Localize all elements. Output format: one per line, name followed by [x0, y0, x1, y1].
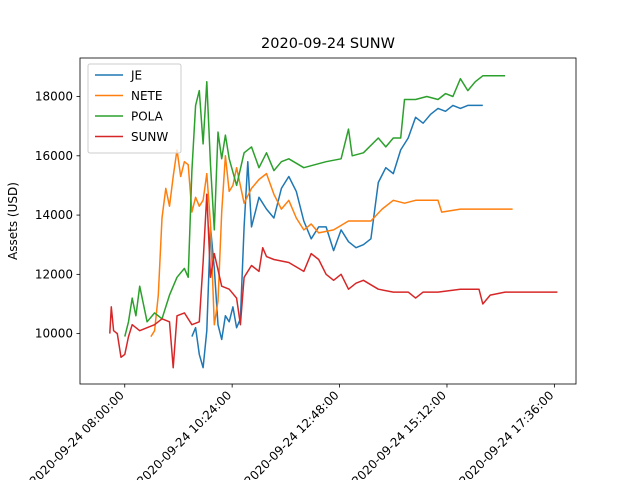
plot-frame — [79, 57, 577, 385]
legend: JE NETE POLA SUNW — [87, 63, 182, 154]
y-tick-label: 14000 — [35, 208, 73, 222]
chart-title: 2020-09-24 SUNW — [261, 36, 395, 52]
series-line-pola — [124, 75, 506, 337]
legend-label-sunw: SUNW — [131, 130, 168, 144]
series-line-sunw — [109, 193, 558, 369]
legend-box — [87, 63, 182, 154]
legend-label-pola: POLA — [131, 110, 164, 124]
y-tick-label: 12000 — [35, 267, 73, 281]
y-tick-label: 10000 — [35, 327, 73, 341]
legend-label-je: JE — [130, 69, 142, 83]
plot-lines — [109, 75, 558, 369]
y-tick-label: 16000 — [35, 149, 73, 163]
y-axis-label: Assets (USD) — [6, 182, 20, 260]
legend-label-nete: NETE — [131, 89, 162, 103]
series-line-nete — [150, 149, 513, 337]
series-line-je — [191, 104, 483, 369]
y-tick-label: 18000 — [35, 90, 73, 104]
